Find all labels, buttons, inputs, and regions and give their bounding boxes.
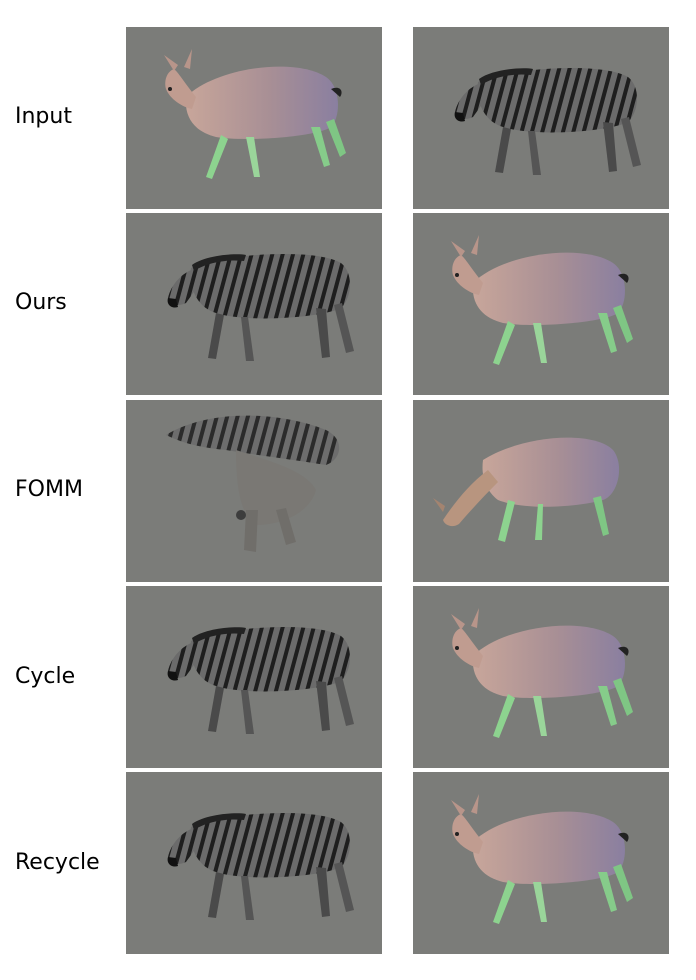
image-ours-zebra [126, 213, 382, 395]
row-label-cycle: Cycle [15, 664, 76, 689]
row-label-fomm: FOMM [15, 477, 83, 502]
image-fomm-zebra [126, 400, 382, 582]
image-input-zebra [413, 27, 669, 209]
image-recycle-deer [413, 772, 669, 954]
row-label-input: Input [15, 104, 72, 129]
row-label-recycle: Recycle [15, 850, 100, 875]
image-input-deer [126, 27, 382, 209]
image-recycle-zebra [126, 772, 382, 954]
image-fomm-deer [413, 400, 669, 582]
row-label-ours: Ours [15, 290, 67, 315]
image-ours-deer [413, 213, 669, 395]
image-cycle-deer [413, 586, 669, 768]
image-cycle-zebra [126, 586, 382, 768]
